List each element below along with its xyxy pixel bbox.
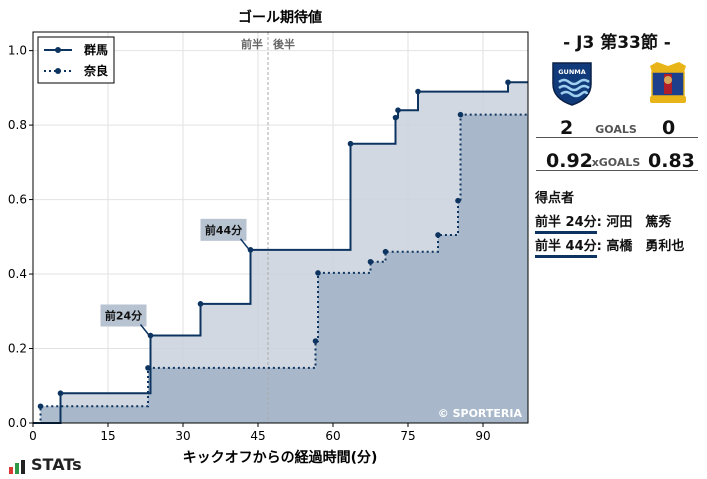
data-point bbox=[367, 258, 374, 265]
home-team-logo-icon: GUNMA bbox=[552, 62, 592, 106]
data-point bbox=[147, 332, 154, 339]
annotation-label: 前44分 bbox=[205, 223, 242, 237]
legend-marker bbox=[55, 68, 61, 74]
x-tick-label: 60 bbox=[325, 429, 340, 443]
data-point bbox=[505, 79, 511, 86]
x-tick-label: 45 bbox=[250, 429, 265, 443]
scorer-name: 河田 篤秀 bbox=[606, 215, 672, 230]
data-point bbox=[145, 365, 151, 371]
half-time-marker: 前半 後半 bbox=[241, 32, 295, 423]
series-line bbox=[33, 113, 528, 424]
chart-title: ゴール期待値 bbox=[238, 9, 322, 26]
data-point bbox=[395, 107, 401, 113]
away-goals: 0 bbox=[662, 117, 676, 139]
home-logo-text: GUNMA bbox=[558, 68, 586, 76]
data-point bbox=[247, 247, 254, 253]
scorer-time: 前半 44分 bbox=[535, 235, 597, 258]
credit-text: © SPORTERIA bbox=[438, 407, 523, 420]
annotation-arrow bbox=[239, 238, 250, 250]
chart-lines bbox=[33, 81, 528, 424]
legend-box bbox=[37, 36, 115, 84]
second-half-label: 後半 bbox=[273, 37, 295, 51]
series-area bbox=[33, 114, 528, 423]
annotation-label: 前24分 bbox=[105, 308, 142, 322]
away-xg: 0.83 bbox=[648, 150, 695, 172]
data-point bbox=[455, 197, 461, 204]
data-point bbox=[312, 338, 319, 344]
chart-points bbox=[37, 79, 511, 410]
home-goals: 2 bbox=[560, 117, 574, 139]
away-team-logo-icon bbox=[650, 62, 686, 103]
brand-name: STATs bbox=[31, 455, 82, 474]
home-xg: 0.92 bbox=[546, 150, 593, 172]
x-tick-label: 0 bbox=[29, 429, 37, 443]
x-axis-label: キックオフからの経過時間(分) bbox=[183, 449, 378, 466]
scorer-item: 前半 24分: 河田 篤秀 bbox=[535, 211, 671, 234]
x-tick-label: 90 bbox=[475, 429, 490, 443]
match-title: - J3 第33節 - bbox=[563, 33, 671, 53]
y-tick-label: 0.8 bbox=[8, 118, 27, 132]
xgoals-label: xGOALS bbox=[591, 156, 641, 169]
plot-frame bbox=[32, 31, 529, 424]
y-axis-ticks: 0.0 0.2 0.4 0.6 0.8 1.0 bbox=[8, 44, 33, 430]
goals-label: GOALS bbox=[595, 123, 637, 136]
data-point bbox=[347, 140, 354, 147]
y-tick-label: 0.6 bbox=[8, 193, 27, 207]
scorers-title: 得点者 bbox=[535, 191, 575, 206]
x-axis-ticks: 0 15 30 45 60 75 90 bbox=[29, 423, 491, 443]
goals-divider bbox=[536, 137, 698, 138]
match-panel: - J3 第33節 - GUNMA GOALS 2 0 xGOALS 0.92 … bbox=[532, 0, 702, 479]
x-tick-label: 30 bbox=[175, 429, 190, 443]
annotation-box bbox=[100, 304, 147, 327]
bar-chart-icon bbox=[9, 460, 25, 474]
x-tick-label: 75 bbox=[400, 429, 415, 443]
scorer-name: 高橋 勇利也 bbox=[606, 239, 685, 254]
y-tick-label: 1.0 bbox=[8, 44, 27, 58]
annotation-box bbox=[200, 218, 247, 241]
legend-label: 奈良 bbox=[83, 63, 108, 78]
data-point bbox=[37, 403, 44, 410]
first-half-label: 前半 bbox=[241, 37, 263, 51]
data-point bbox=[315, 270, 321, 276]
data-point bbox=[197, 301, 204, 307]
x-tick-label: 15 bbox=[100, 429, 115, 443]
y-tick-label: 0.0 bbox=[8, 416, 27, 430]
chart-annotations: 前24分 前44分 bbox=[100, 218, 250, 335]
xgoals-divider bbox=[536, 170, 698, 171]
data-point bbox=[57, 390, 64, 397]
series-line bbox=[33, 81, 528, 424]
xgoals-row: xGOALS 0.92 0.83 bbox=[536, 150, 696, 176]
y-tick-label: 0.2 bbox=[8, 342, 27, 356]
legend-marker bbox=[55, 47, 61, 53]
data-point bbox=[415, 88, 421, 95]
data-point bbox=[435, 232, 441, 238]
data-point bbox=[457, 111, 464, 118]
legend-label: 群馬 bbox=[83, 42, 108, 57]
scorer-item: 前半 44分: 高橋 勇利也 bbox=[535, 235, 684, 258]
scorer-time: 前半 24分 bbox=[535, 211, 597, 234]
goals-row: GOALS 2 0 bbox=[536, 117, 696, 143]
y-tick-label: 0.4 bbox=[8, 267, 27, 281]
annotation-arrow bbox=[139, 324, 150, 335]
data-point bbox=[392, 114, 399, 121]
chart-areas bbox=[33, 82, 528, 424]
data-point bbox=[382, 248, 389, 255]
